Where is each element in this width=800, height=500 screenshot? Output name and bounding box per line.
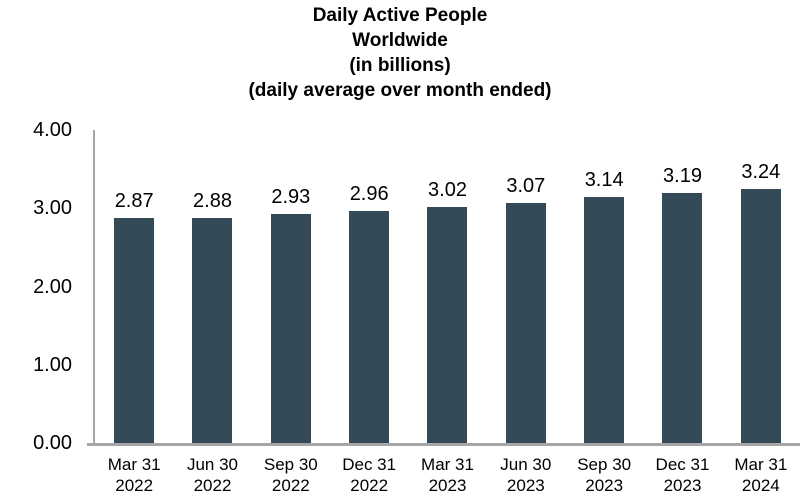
x-axis-tick-label-line: 2022 bbox=[115, 476, 154, 495]
x-axis-tick-label-line: 2022 bbox=[271, 476, 310, 495]
x-axis-line bbox=[87, 443, 800, 446]
bar-value-label: 2.96 bbox=[349, 183, 389, 206]
bar-slot: 2.96 bbox=[330, 130, 408, 443]
y-axis-tick-label: 3.00 bbox=[33, 197, 72, 220]
x-axis-tick-label-line: Jun 30 bbox=[500, 455, 552, 474]
bar bbox=[505, 202, 546, 443]
bar bbox=[662, 193, 703, 443]
x-axis-tick-label: Mar 31 2023 bbox=[408, 454, 486, 496]
bar bbox=[114, 218, 155, 443]
x-axis-tick-label-line: 2023 bbox=[506, 476, 545, 495]
x-axis-tick-label-line: Mar 31 bbox=[734, 455, 788, 474]
bar-value-label: 2.93 bbox=[271, 185, 311, 208]
x-axis-tick-label: Mar 31 2024 bbox=[722, 454, 800, 496]
x-axis-tick-label-line: 2023 bbox=[663, 476, 702, 495]
bar bbox=[270, 213, 311, 443]
x-axis-tick-label-line: Sep 30 bbox=[263, 455, 318, 474]
x-axis-tick-label: Mar 31 2022 bbox=[95, 454, 173, 496]
x-axis-tick-label-line: Dec 31 bbox=[342, 455, 397, 474]
bar-value-label: 3.24 bbox=[741, 161, 781, 184]
bar-slot: 3.07 bbox=[487, 130, 565, 443]
bar-slot: 2.88 bbox=[173, 130, 251, 443]
bar-value-label: 3.19 bbox=[663, 165, 702, 188]
bar bbox=[427, 206, 468, 443]
x-axis-tick-label: Sep 30 2023 bbox=[565, 454, 643, 496]
bar bbox=[349, 211, 390, 443]
chart-title: Daily Active People Worldwide (in billio… bbox=[0, 3, 800, 103]
y-axis-tick-label: 2.00 bbox=[33, 275, 72, 298]
x-axis-tick-label-line: Jun 30 bbox=[186, 455, 239, 474]
x-axis-tick-label: Jun 30 2022 bbox=[173, 454, 251, 496]
x-axis-tick-label-line: Mar 31 bbox=[107, 455, 161, 474]
bar-slot: 2.87 bbox=[95, 130, 173, 443]
chart-title-line-3: (in billions) bbox=[349, 55, 451, 76]
y-axis-tick-label: 4.00 bbox=[33, 119, 72, 141]
x-axis-tick-label-line: 2023 bbox=[585, 476, 624, 495]
chart-title-line-1: Daily Active People bbox=[312, 5, 488, 26]
bar-value-label: 2.88 bbox=[193, 189, 232, 212]
bar-value-label: 2.87 bbox=[114, 190, 154, 213]
x-axis-tick-label: Sep 30 2022 bbox=[252, 454, 330, 496]
x-axis-tick-label-line: 2023 bbox=[428, 476, 467, 495]
bar-value-label: 3.07 bbox=[506, 174, 546, 197]
bar bbox=[192, 217, 233, 443]
bar-slot: 3.24 bbox=[722, 130, 800, 443]
bar-value-label: 3.14 bbox=[584, 169, 624, 192]
bar-slot: 3.19 bbox=[643, 130, 721, 443]
x-axis-tick-label-line: Dec 31 bbox=[655, 455, 710, 474]
bar-slot: 3.02 bbox=[408, 130, 486, 443]
x-axis-tick-label-line: 2022 bbox=[350, 476, 389, 495]
bar-slot: 2.93 bbox=[252, 130, 330, 443]
x-axis-tick-label-line: Sep 30 bbox=[577, 455, 632, 474]
x-axis-tick-label-line: Mar 31 bbox=[421, 455, 474, 474]
chart-title-line-2: Worldwide bbox=[352, 30, 448, 51]
bar bbox=[740, 189, 781, 443]
y-axis-tick-label: 1.00 bbox=[33, 353, 72, 376]
x-axis-tick-label-line: 2024 bbox=[741, 476, 780, 495]
bar-value-label: 3.02 bbox=[428, 178, 467, 201]
y-axis-tick-label: 0.00 bbox=[33, 432, 72, 454]
x-axis-tick-label: Jun 30 2023 bbox=[487, 454, 565, 496]
x-axis-tick-label: Dec 31 2022 bbox=[330, 454, 408, 496]
chart-title-line-4: (daily average over month ended) bbox=[248, 80, 552, 101]
x-axis-tick-label-line: 2022 bbox=[193, 476, 232, 495]
x-axis-tick-label: Dec 31 2023 bbox=[643, 454, 721, 496]
bar bbox=[584, 197, 625, 443]
bar-slot: 3.14 bbox=[565, 130, 643, 443]
y-axis-line bbox=[93, 130, 95, 443]
